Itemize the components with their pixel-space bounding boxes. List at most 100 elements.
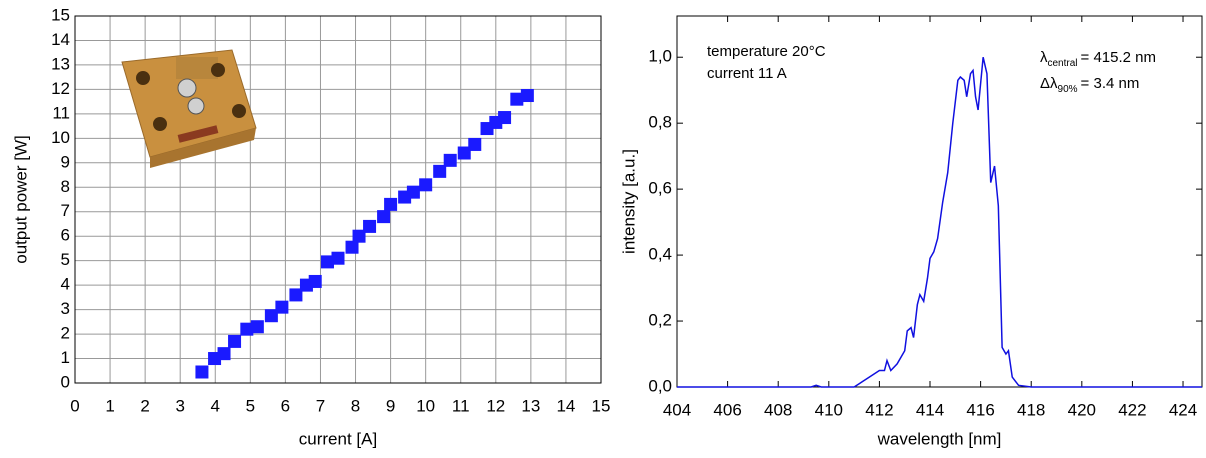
x-tick-label: 15: [592, 396, 611, 415]
chart: 404 406 408 410 412 414 416 418 420 422 424 0,0 0,2 0…: [619, 15, 1203, 448]
photo-window: [177, 125, 219, 143]
y-tick-label: 1: [61, 348, 70, 367]
photo-hole: [136, 71, 150, 85]
x-tick-label: 3: [175, 396, 184, 415]
y-tick-label: 14: [51, 30, 70, 49]
x-tick-label: 416: [966, 400, 994, 419]
data-point: [250, 320, 264, 334]
data-point: [406, 185, 420, 199]
photo-side: [150, 128, 256, 168]
y-tick-label: 4: [61, 275, 70, 294]
data-point: [433, 164, 447, 178]
data-point: [195, 365, 209, 379]
photo-hole: [153, 117, 167, 131]
y-tick-label: 12: [51, 79, 70, 98]
subscript: central: [1048, 58, 1078, 69]
data-point: [510, 92, 524, 106]
value: = 3.4 nm: [1081, 75, 1140, 92]
data-point: [468, 137, 482, 151]
y-tick-label: 15: [51, 5, 70, 24]
x-tick-label: 424: [1169, 400, 1197, 419]
x-tick-label: 414: [916, 400, 944, 419]
y-tick-label: 8: [61, 177, 70, 196]
y-tick-label: 3: [61, 299, 70, 318]
x-axis-label: current [A]: [299, 429, 377, 448]
y-tick-label: 6: [61, 226, 70, 245]
data-point: [331, 251, 345, 265]
annotation: temperature 20°C: [707, 43, 826, 60]
data-point: [240, 322, 254, 336]
x-tick-label: 410: [815, 400, 843, 419]
x-tick-label: 412: [865, 400, 893, 419]
data-point: [320, 255, 334, 269]
y-tick-label: 0: [61, 372, 70, 391]
data-point: [352, 229, 366, 243]
photo-screw: [187, 97, 205, 115]
data-point: [264, 309, 278, 323]
x-tick-label: 422: [1118, 400, 1146, 419]
y-tick-label: 0,0: [648, 376, 672, 395]
x-tick-label: 6: [281, 396, 290, 415]
x-tick-label: 5: [246, 396, 255, 415]
data-point: [345, 240, 359, 254]
y-tick-label: 0,4: [648, 245, 672, 264]
y-tick-label: 2: [61, 324, 70, 343]
x-axis-label: wavelength [nm]: [877, 429, 1002, 448]
data-point: [384, 197, 398, 211]
data-point: [228, 334, 242, 348]
data-point: [498, 111, 512, 125]
x-tick-label: 4: [211, 396, 220, 415]
photo-block: [176, 57, 218, 79]
spectrum-line: [677, 57, 1202, 388]
x-tick-label: 2: [140, 396, 149, 415]
formula-annotation: λcentral = 415.2 nm: [1040, 49, 1156, 69]
y-tick-label: 0,2: [648, 311, 672, 330]
y-tick-label: 0,6: [648, 179, 672, 198]
annotation: current 11 A: [707, 65, 787, 82]
data-point: [275, 300, 289, 314]
plot-frame: [74, 15, 602, 384]
data-point: [289, 288, 303, 302]
module-photo: [121, 49, 257, 168]
x-tick-label: 12: [486, 396, 505, 415]
y-tick-label: 0,8: [648, 113, 672, 132]
y-tick-label: 10: [51, 128, 70, 147]
x-tick-label: 9: [386, 396, 395, 415]
data-point: [308, 274, 322, 288]
x-tick-label: 7: [316, 396, 325, 415]
photo-hole: [211, 63, 225, 77]
symbol: Δλ: [1040, 75, 1058, 92]
subscript: 90%: [1058, 84, 1078, 95]
x-tick-label: 404: [663, 400, 691, 419]
value: = 415.2 nm: [1081, 49, 1156, 66]
x-tick-label: 406: [713, 400, 741, 419]
x-tick-label: 14: [556, 396, 575, 415]
y-tick-label: 11: [52, 103, 70, 122]
y-axis-label: intensity [a.u.]: [619, 149, 638, 254]
formula-annotation: Δλ90% = 3.4 nm: [1040, 75, 1139, 95]
x-tick-label: 1: [105, 396, 114, 415]
data-point: [457, 146, 471, 160]
photo-hole: [232, 104, 246, 118]
data-point: [419, 178, 433, 192]
y-tick-label: 13: [51, 54, 70, 73]
x-tick-label: 13: [521, 396, 540, 415]
x-tick-label: 420: [1068, 400, 1096, 419]
data-point: [443, 153, 457, 167]
data-point: [217, 347, 231, 361]
y-tick-label: 1,0: [648, 47, 672, 66]
data-point: [520, 89, 534, 103]
plot-frame: [676, 15, 1203, 388]
x-tick-label: 408: [764, 400, 792, 419]
data-point: [363, 219, 377, 233]
chart: 0 1 2 3 4 5 6 7 8 9 10 11 12 13 14 15012345678910111213…: [11, 5, 610, 448]
y-tick-label: 7: [61, 201, 70, 220]
y-tick-label: 9: [61, 152, 70, 171]
data-point: [377, 210, 391, 224]
photo-screw: [177, 78, 197, 98]
y-axis-label: output power [W]: [11, 135, 30, 264]
x-tick-label: 418: [1017, 400, 1045, 419]
symbol: λ: [1040, 49, 1048, 66]
x-tick-label: 10: [416, 396, 435, 415]
